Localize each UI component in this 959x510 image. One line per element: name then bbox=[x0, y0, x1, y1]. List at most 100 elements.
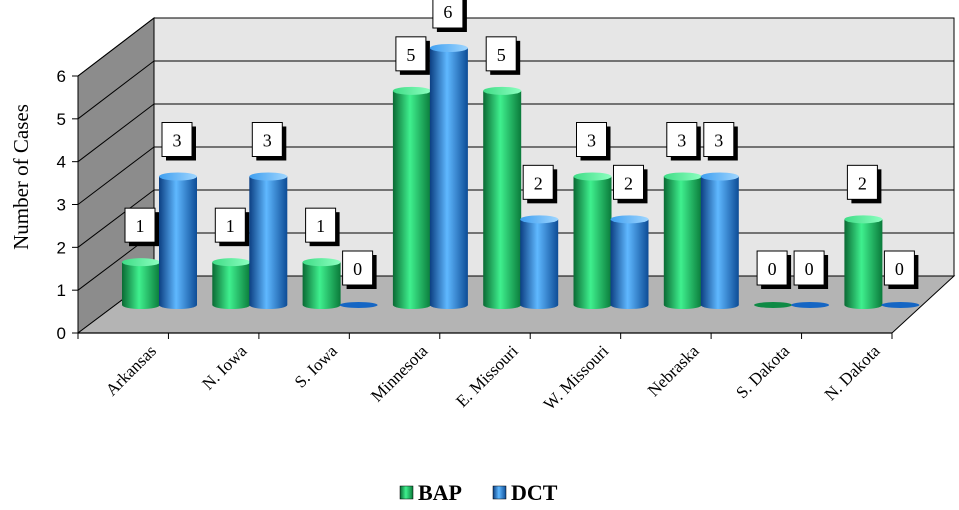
legend-label: DCT bbox=[511, 480, 558, 505]
bar-body bbox=[249, 176, 288, 309]
legend: BAP DCT bbox=[399, 480, 558, 505]
data-label-text: 1 bbox=[136, 216, 145, 236]
legend-swatch bbox=[399, 485, 414, 500]
data-label-text: 5 bbox=[406, 45, 415, 65]
bar-top bbox=[429, 44, 468, 52]
bar-base bbox=[754, 302, 793, 308]
x-tick-label: N. Dakota bbox=[821, 341, 884, 404]
data-label-text: 2 bbox=[858, 173, 867, 193]
bar-base bbox=[339, 302, 378, 308]
x-tick-label: S. Iowa bbox=[291, 341, 341, 391]
y-tick-label: 6 bbox=[57, 67, 66, 86]
bar-bap bbox=[483, 86, 522, 309]
bar-body bbox=[483, 90, 522, 309]
data-label-text: 3 bbox=[714, 131, 723, 151]
gridline-side bbox=[77, 146, 155, 205]
bars: 1 3 1 3 1 0 5 6 5 2 3 2 3 3 0 0 2 0 bbox=[122, 0, 920, 309]
data-label-text: 5 bbox=[497, 45, 506, 65]
bar-base bbox=[791, 302, 830, 308]
x-tick-label: W. Missouri bbox=[540, 341, 613, 414]
data-label-text: 1 bbox=[316, 216, 325, 236]
bar-bap bbox=[122, 258, 160, 309]
gridline-side bbox=[77, 17, 155, 77]
data-label-text: 0 bbox=[353, 259, 362, 279]
bar-dct bbox=[881, 302, 920, 308]
bar-bap bbox=[754, 302, 793, 308]
data-label: 3 bbox=[251, 122, 287, 161]
bar-top bbox=[122, 258, 160, 267]
bar-bap bbox=[212, 258, 251, 309]
data-label: 1 bbox=[214, 207, 250, 247]
data-label-text: 0 bbox=[805, 259, 814, 279]
bar-top bbox=[249, 172, 288, 181]
data-label-text: 2 bbox=[624, 173, 633, 193]
bar-body bbox=[212, 262, 251, 309]
x-tick-label: N. Iowa bbox=[198, 341, 250, 393]
y-tick-label: 5 bbox=[57, 110, 66, 129]
gridline-side bbox=[77, 60, 155, 120]
bar-bap bbox=[573, 172, 612, 309]
data-label-text: 3 bbox=[677, 131, 686, 151]
data-label-text: 3 bbox=[263, 131, 272, 151]
bar-body bbox=[610, 219, 649, 309]
legend-swatch bbox=[492, 485, 507, 500]
y-axis-label: Number of Cases bbox=[9, 104, 33, 250]
legend-item-bap: BAP bbox=[399, 480, 462, 505]
data-label: 1 bbox=[124, 207, 159, 247]
data-label: 3 bbox=[666, 122, 701, 161]
y-tick-label: 0 bbox=[57, 324, 66, 343]
bar-body bbox=[573, 176, 612, 309]
data-label-text: 1 bbox=[226, 216, 235, 236]
data-label: 1 bbox=[305, 207, 340, 247]
data-label-text: 3 bbox=[587, 131, 596, 151]
x-tick-label: Arkansas bbox=[102, 341, 160, 399]
bar-dct bbox=[610, 215, 649, 309]
gridline-side bbox=[77, 189, 155, 248]
bar-dct bbox=[159, 172, 197, 309]
data-label: 2 bbox=[613, 164, 648, 204]
bar-body bbox=[159, 176, 197, 309]
bar-dct bbox=[791, 302, 830, 308]
y-tick-label: 4 bbox=[57, 153, 66, 172]
bar-dct bbox=[520, 215, 559, 309]
data-label-text: 0 bbox=[895, 259, 904, 279]
y-tick-label: 3 bbox=[57, 196, 66, 215]
bar-top bbox=[212, 258, 251, 267]
data-label: 2 bbox=[846, 164, 882, 204]
data-label: 0 bbox=[793, 250, 829, 289]
bar-body bbox=[663, 176, 702, 309]
data-label: 6 bbox=[432, 0, 467, 32]
bar-top bbox=[392, 86, 431, 95]
legend-label: BAP bbox=[418, 480, 462, 505]
data-label-text: 3 bbox=[173, 131, 182, 151]
data-label: 3 bbox=[161, 122, 196, 161]
y-tick-label: 2 bbox=[57, 238, 66, 257]
data-label-text: 2 bbox=[534, 173, 543, 193]
data-label: 3 bbox=[703, 122, 738, 161]
bar-body bbox=[520, 219, 559, 309]
bar-body bbox=[844, 219, 883, 309]
bar-body bbox=[392, 90, 431, 309]
data-label: 5 bbox=[395, 36, 430, 75]
bar-body bbox=[122, 262, 160, 309]
bar-body bbox=[302, 262, 341, 309]
bar-bap bbox=[663, 172, 702, 309]
data-label: 0 bbox=[756, 250, 792, 289]
bar-bap bbox=[302, 258, 341, 309]
bar-dct bbox=[429, 44, 468, 309]
y-tick-label: 1 bbox=[57, 281, 66, 300]
bar-body bbox=[700, 176, 739, 309]
data-label: 0 bbox=[883, 250, 919, 289]
bar-top bbox=[700, 172, 739, 181]
x-axis-ticks: Arkansas N. Iowa S. Iowa Minnesota E. Missou… bbox=[77, 333, 893, 414]
bar-top bbox=[610, 215, 649, 224]
legend-item-dct: DCT bbox=[492, 480, 558, 505]
bar-top bbox=[520, 215, 559, 224]
data-label: 2 bbox=[522, 164, 558, 204]
bar-top bbox=[573, 172, 612, 181]
bar-top bbox=[844, 215, 883, 224]
x-tick-label: S. Dakota bbox=[732, 341, 793, 402]
x-tick-label: Minnesota bbox=[367, 341, 432, 406]
x-tick-label: E. Missouri bbox=[452, 341, 522, 411]
